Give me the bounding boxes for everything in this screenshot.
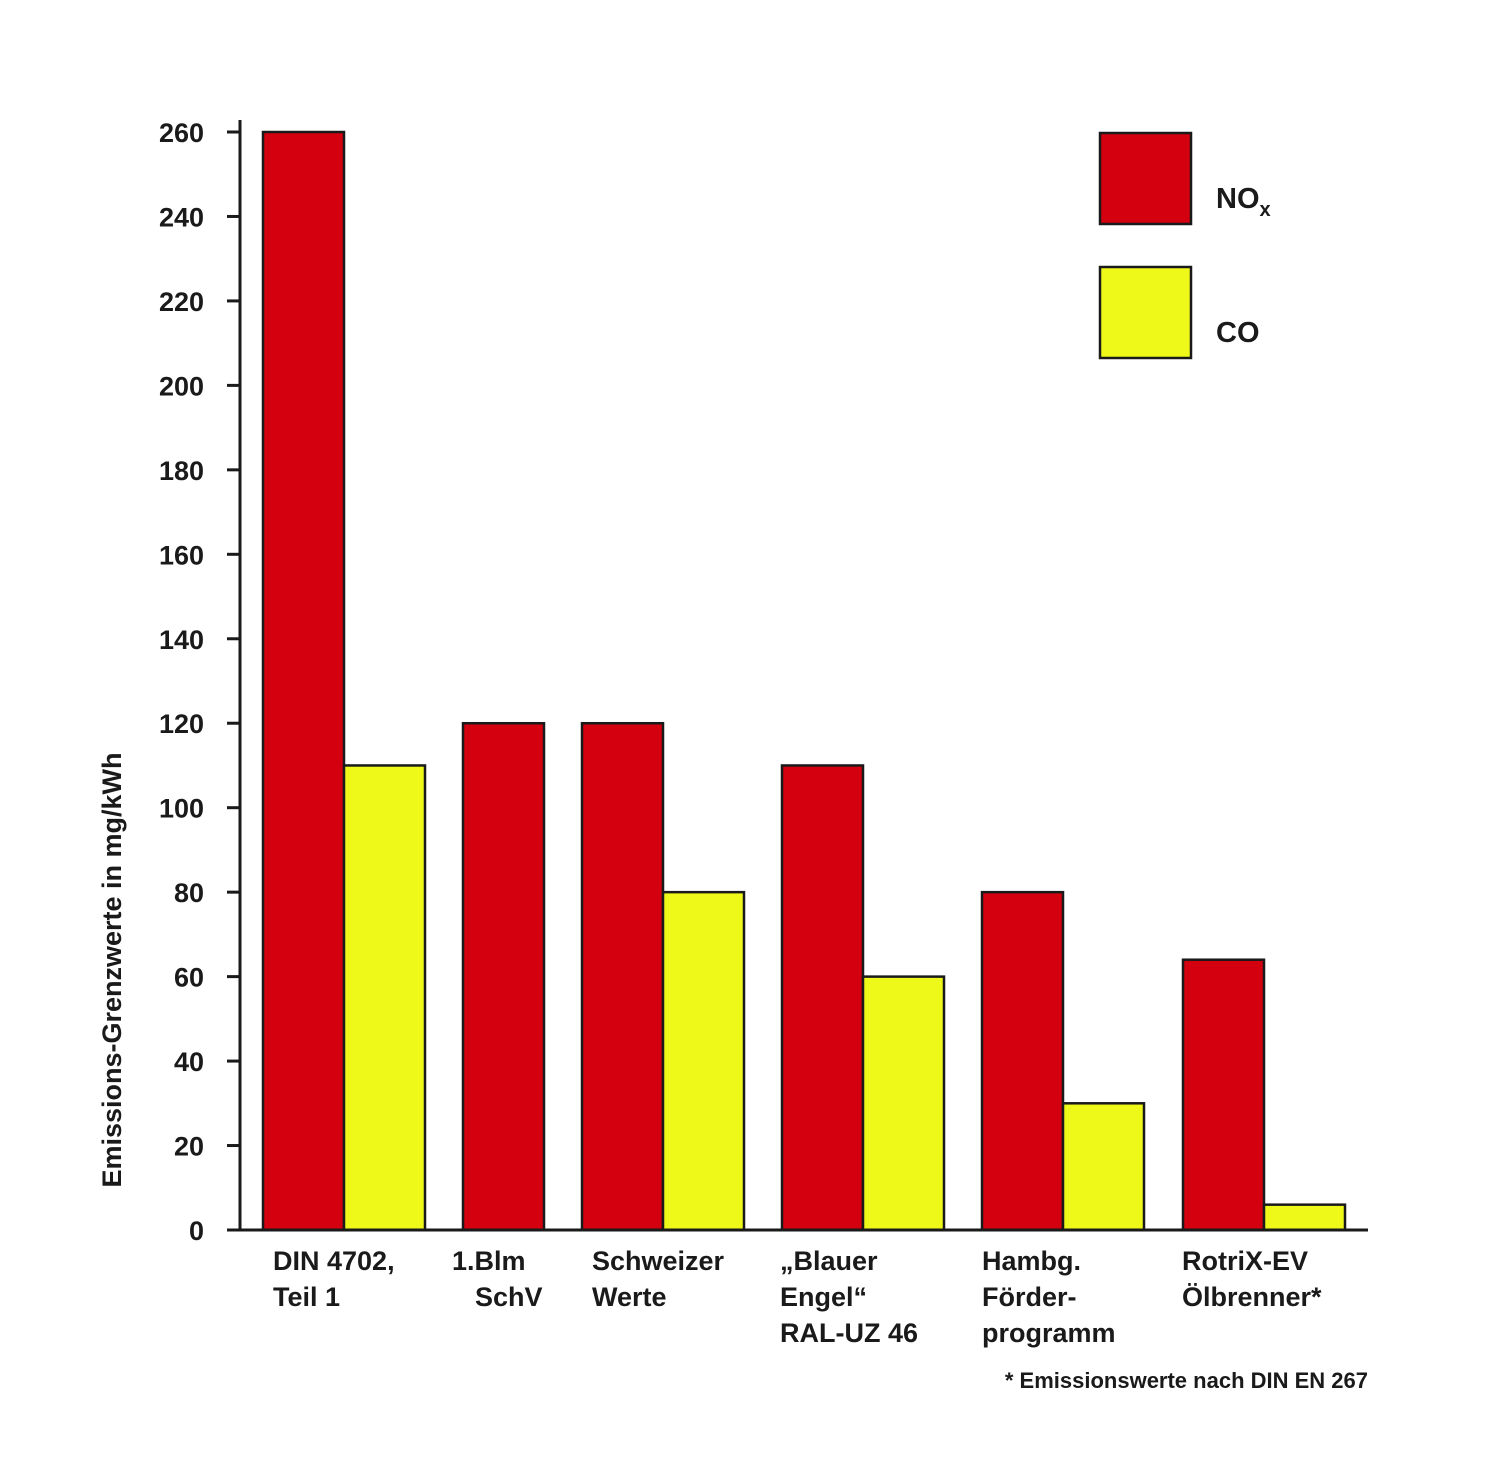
category-label: 1.Blm	[452, 1246, 526, 1276]
bar-nox	[1181, 958, 1266, 1232]
y-tick-label: 20	[174, 1132, 204, 1162]
legend-swatch-nox	[1098, 131, 1193, 226]
footnote: * Emissionswerte nach DIN EN 267	[1005, 1368, 1368, 1393]
bar-nox	[580, 721, 665, 1232]
bar-co	[661, 890, 746, 1232]
category-label: Werte	[592, 1282, 667, 1312]
category-label: Engel“	[780, 1282, 867, 1312]
bar-nox	[780, 764, 865, 1232]
category-label: SchV	[475, 1282, 543, 1312]
x-axis: DIN 4702, Teil 1 1.Blm SchV Schweizer Werte „B…	[240, 1228, 1368, 1348]
y-tick-label: 140	[159, 625, 204, 655]
bar-nox	[980, 890, 1065, 1232]
bar-co	[1061, 1102, 1146, 1232]
legend-label-co: CO	[1216, 317, 1260, 349]
category-label: RAL-UZ 46	[780, 1318, 918, 1348]
y-tick-label: 40	[174, 1047, 204, 1077]
category-label: Ölbrenner*	[1182, 1282, 1322, 1312]
y-tick-label: 80	[174, 878, 204, 908]
category-label: „Blauer	[780, 1246, 878, 1276]
y-tick-label: 260	[159, 118, 204, 148]
bar-nox	[261, 130, 346, 1232]
category-label: Förder-	[982, 1282, 1077, 1312]
category-label: programm	[982, 1318, 1116, 1348]
legend: NOx CO	[1098, 131, 1271, 360]
bar-co	[1262, 1203, 1347, 1232]
category-label: RotriX-EV	[1182, 1246, 1308, 1276]
legend-swatch-co	[1098, 265, 1193, 360]
y-tick-label: 220	[159, 287, 204, 317]
y-axis: 0 20 40 60 80 100 120 140 160 180 200 220 240 260	[159, 118, 242, 1246]
y-tick-label: 0	[189, 1216, 204, 1246]
bar-nox	[461, 721, 546, 1232]
category-label: DIN 4702,	[273, 1246, 395, 1276]
bar-co	[342, 764, 427, 1232]
bar-co	[861, 975, 946, 1232]
y-tick-label: 100	[159, 794, 204, 824]
legend-label-nox: NOx	[1216, 183, 1271, 221]
category-label: Hambg.	[982, 1246, 1081, 1276]
y-tick-label: 160	[159, 540, 204, 570]
category-label: Teil 1	[273, 1282, 340, 1312]
y-tick-label: 200	[159, 371, 204, 401]
y-tick-label: 180	[159, 456, 204, 486]
category-label: Schweizer	[592, 1246, 725, 1276]
y-axis-label: Emissions-Grenzwerte in mg/kWh	[97, 752, 127, 1187]
y-tick-label: 240	[159, 202, 204, 232]
y-tick-label: 120	[159, 709, 204, 739]
bars	[261, 130, 1347, 1232]
y-tick-label: 60	[174, 963, 204, 993]
